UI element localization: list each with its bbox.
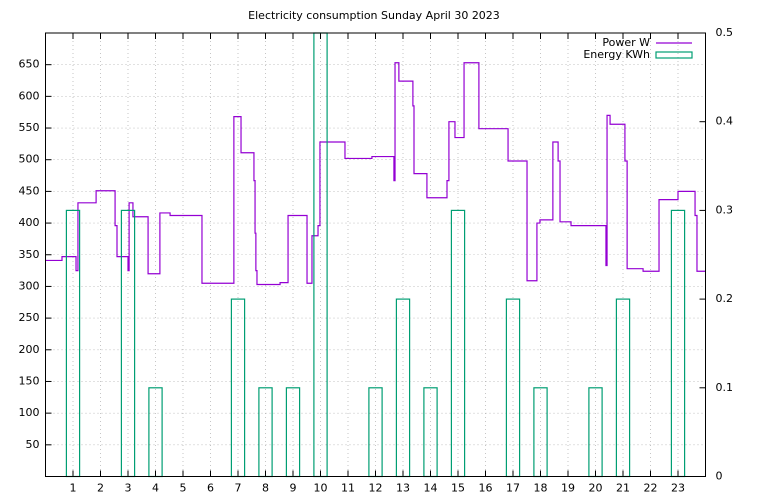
x-tick-label: 11 — [341, 482, 355, 495]
y-tick-label: 500 — [19, 153, 40, 166]
y-tick-label: 550 — [19, 121, 40, 134]
x-tick-label: 17 — [506, 482, 520, 495]
plot-frame — [45, 32, 706, 477]
energy-bar — [450, 209, 466, 478]
y-tick-label: 200 — [19, 343, 40, 356]
y2-tick-label: 0.1 — [716, 381, 734, 394]
x-tick-label: 8 — [262, 482, 269, 495]
y-tick-label: 50 — [26, 438, 40, 451]
y-tick-label: 100 — [19, 406, 40, 419]
x-tick-label: 6 — [207, 482, 214, 495]
legend-swatch — [655, 51, 693, 59]
y-tick-label: 450 — [19, 184, 40, 197]
y-tick-label: 650 — [19, 58, 40, 71]
x-tick-label: 5 — [180, 482, 187, 495]
y-tick-label: 400 — [19, 216, 40, 229]
power-line — [45, 62, 706, 286]
x-tick-label: 20 — [589, 482, 603, 495]
x-tick-label: 7 — [235, 482, 242, 495]
y-tick-label: 300 — [19, 279, 40, 292]
x-tick-label: 13 — [396, 482, 410, 495]
chart-title: Electricity consumption Sunday April 30 … — [248, 9, 500, 22]
x-tick-label: 14 — [424, 482, 438, 495]
legend-label: Power W — [602, 36, 650, 49]
x-tick-label: 23 — [671, 482, 685, 495]
y2-tick-label: 0.3 — [716, 203, 734, 216]
x-tick-label: 21 — [616, 482, 630, 495]
x-tick-label: 10 — [314, 482, 328, 495]
x-tick-label: 19 — [561, 482, 575, 495]
y2-tick-label: 0.5 — [716, 26, 734, 39]
x-tick-label: 3 — [125, 482, 132, 495]
x-tick-label: 9 — [290, 482, 297, 495]
y-tick-label: 250 — [19, 311, 40, 324]
x-tick-label: 15 — [451, 482, 465, 495]
x-tick-label: 18 — [534, 482, 548, 495]
x-tick-label: 2 — [97, 482, 104, 495]
energy-bar — [120, 209, 136, 478]
x-tick-label: 4 — [152, 482, 159, 495]
energy-bar — [670, 209, 686, 478]
x-tick-label: 12 — [369, 482, 383, 495]
x-tick-label: 16 — [479, 482, 493, 495]
y-tick-label: 150 — [19, 374, 40, 387]
y-tick-label: 350 — [19, 248, 40, 261]
y2-tick-label: 0.2 — [716, 292, 734, 305]
x-tick-label: 1 — [70, 482, 77, 495]
y2-tick-label: 0 — [716, 470, 723, 483]
x-tick-label: 22 — [644, 482, 658, 495]
y-tick-label: 600 — [19, 89, 40, 102]
legend-label: Energy KWh — [583, 48, 650, 61]
y2-tick-label: 0.4 — [716, 115, 734, 128]
